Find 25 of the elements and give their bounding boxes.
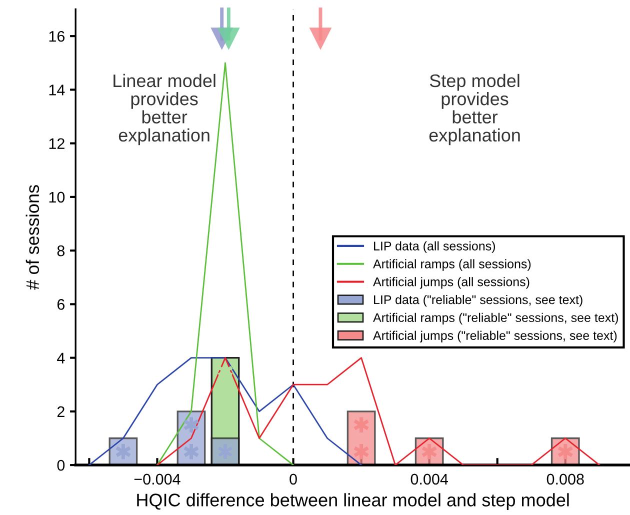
x-tick-label: 0 xyxy=(290,474,297,485)
x-tick-label: −0.004 xyxy=(134,474,180,485)
legend-label: Artificial ramps (all sessions) xyxy=(373,259,531,271)
line-series xyxy=(156,357,600,466)
x-tick-label: 0.004 xyxy=(410,474,448,485)
y-tick-label: 10 xyxy=(49,192,65,203)
legend-label: Artificial ramps ("reliable" sessions, see text) xyxy=(373,312,618,325)
x-tick-label: 0.008 xyxy=(546,474,584,485)
y-tick-label: 6 xyxy=(57,299,65,310)
y-axis-title: # of sessions xyxy=(26,185,40,290)
x-axis-title: HQIC difference between linear model and step model xyxy=(137,493,569,510)
y-tick-label: 4 xyxy=(57,352,65,364)
legend-label: Artificial jumps (all sessions) xyxy=(373,277,530,289)
annotation: Linear model provides better explanation xyxy=(114,74,216,146)
y-tick-label: 14 xyxy=(49,84,65,96)
y-tick-label: 16 xyxy=(49,30,65,42)
y-tick-label: 12 xyxy=(49,138,64,149)
legend-label: LIP data ("reliable" sessions, see text) xyxy=(374,294,582,307)
y-tick-label: 2 xyxy=(57,406,64,417)
legend-label: LIP data (all sessions) xyxy=(374,241,495,253)
annotation: Step model provides better explanation xyxy=(429,74,520,146)
y-tick-label: 0 xyxy=(57,460,65,471)
y-tick-label: 8 xyxy=(57,245,65,256)
legend-label: Artificial jumps ("reliable" sessions, see text) xyxy=(373,330,617,342)
line-series xyxy=(88,357,362,466)
